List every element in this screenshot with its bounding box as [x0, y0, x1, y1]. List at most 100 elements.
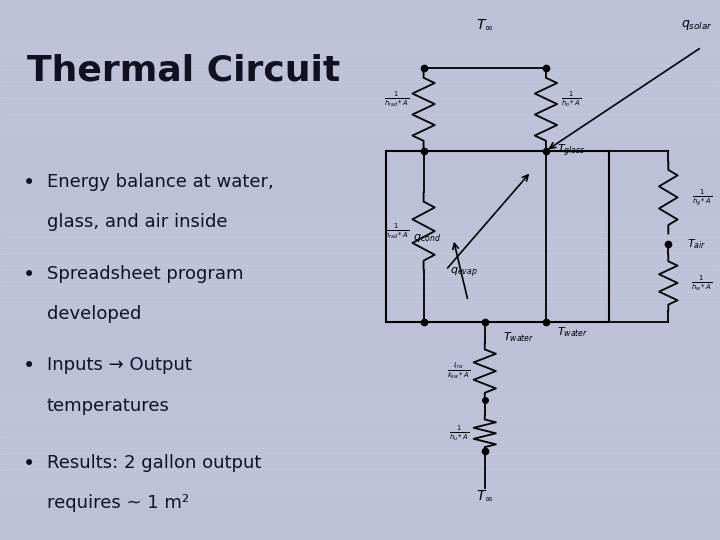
Bar — [0, 443, 720, 448]
Bar — [0, 513, 720, 518]
Bar — [0, 103, 720, 108]
Bar — [0, 173, 720, 178]
Bar — [0, 189, 720, 194]
Bar — [0, 108, 720, 113]
Bar — [0, 437, 720, 443]
Bar — [0, 400, 720, 405]
Text: $T_{\infty}$: $T_{\infty}$ — [476, 17, 493, 31]
Bar — [0, 211, 720, 216]
Bar — [0, 405, 720, 410]
Bar — [0, 0, 720, 5]
Text: temperatures: temperatures — [47, 397, 169, 415]
Bar — [0, 205, 720, 211]
Text: $T_{water}$: $T_{water}$ — [503, 330, 535, 345]
Bar — [0, 151, 720, 157]
Bar — [0, 200, 720, 205]
Bar — [0, 167, 720, 173]
Text: $T_{air}$: $T_{air}$ — [687, 237, 706, 251]
Bar — [0, 508, 720, 513]
Bar — [0, 459, 720, 464]
Bar — [0, 86, 720, 92]
Bar — [0, 394, 720, 400]
Bar — [0, 464, 720, 470]
Bar — [0, 97, 720, 103]
Bar — [0, 297, 720, 302]
Text: $\frac{1}{h_u*A}$: $\frac{1}{h_u*A}$ — [449, 423, 469, 443]
Text: glass, and air inside: glass, and air inside — [47, 213, 227, 231]
Text: Energy balance at water,: Energy balance at water, — [47, 173, 274, 191]
Bar — [0, 448, 720, 454]
Bar — [0, 265, 720, 270]
Bar — [0, 178, 720, 184]
Text: Results: 2 gallon output: Results: 2 gallon output — [47, 454, 261, 471]
Bar — [0, 70, 720, 76]
Bar — [0, 470, 720, 475]
Bar — [0, 378, 720, 383]
Bar — [0, 535, 720, 540]
Text: Spreadsheet program: Spreadsheet program — [47, 265, 243, 282]
Bar — [0, 362, 720, 367]
Bar — [0, 475, 720, 481]
Bar — [0, 216, 720, 221]
Bar — [0, 157, 720, 162]
Bar — [0, 11, 720, 16]
Bar — [0, 421, 720, 427]
Bar — [0, 313, 720, 319]
Bar — [0, 22, 720, 27]
Text: •: • — [23, 356, 35, 376]
Bar — [0, 308, 720, 313]
Bar — [0, 454, 720, 459]
Bar — [0, 481, 720, 486]
Bar — [0, 367, 720, 373]
Bar — [0, 497, 720, 502]
Bar — [0, 130, 720, 135]
Text: $T_{glass}$: $T_{glass}$ — [557, 143, 585, 159]
Text: developed: developed — [47, 305, 141, 323]
Text: $\frac{1}{h_g*A}$: $\frac{1}{h_g*A}$ — [691, 187, 712, 208]
Bar — [0, 319, 720, 324]
Bar — [0, 281, 720, 286]
Bar — [0, 340, 720, 346]
Bar — [0, 275, 720, 281]
Text: •: • — [23, 265, 35, 285]
Bar — [0, 38, 720, 43]
Bar — [0, 346, 720, 351]
Bar — [0, 383, 720, 389]
Bar — [0, 146, 720, 151]
Text: $\frac{1}{h_{rad}*A}$: $\frac{1}{h_{rad}*A}$ — [384, 89, 409, 109]
Bar — [0, 491, 720, 497]
Text: $T_{water}$: $T_{water}$ — [557, 325, 588, 339]
Bar — [0, 416, 720, 421]
Bar — [0, 329, 720, 335]
Bar — [0, 286, 720, 292]
Text: $\frac{1}{h_w*A}$: $\frac{1}{h_w*A}$ — [691, 273, 712, 293]
Bar — [0, 184, 720, 189]
Bar — [387, 151, 609, 322]
Bar — [0, 140, 720, 146]
Bar — [0, 410, 720, 416]
Bar — [0, 16, 720, 22]
Text: $\frac{l_{ins}}{k_{sw}*A}$: $\frac{l_{ins}}{k_{sw}*A}$ — [447, 361, 470, 381]
Text: $q_{solar}$: $q_{solar}$ — [681, 17, 713, 31]
Bar — [0, 502, 720, 508]
Bar — [0, 243, 720, 248]
Bar — [0, 335, 720, 340]
Bar — [0, 76, 720, 81]
Bar — [0, 65, 720, 70]
Bar — [0, 248, 720, 254]
Bar — [0, 59, 720, 65]
Bar — [0, 49, 720, 54]
Bar — [0, 389, 720, 394]
Bar — [0, 486, 720, 491]
Bar — [0, 227, 720, 232]
Bar — [0, 432, 720, 437]
Bar — [0, 113, 720, 119]
Text: Inputs → Output: Inputs → Output — [47, 356, 192, 374]
Bar — [0, 270, 720, 275]
Bar — [0, 254, 720, 259]
Bar — [0, 529, 720, 535]
Bar — [0, 302, 720, 308]
Text: •: • — [23, 454, 35, 474]
Bar — [0, 221, 720, 227]
Bar — [0, 524, 720, 529]
